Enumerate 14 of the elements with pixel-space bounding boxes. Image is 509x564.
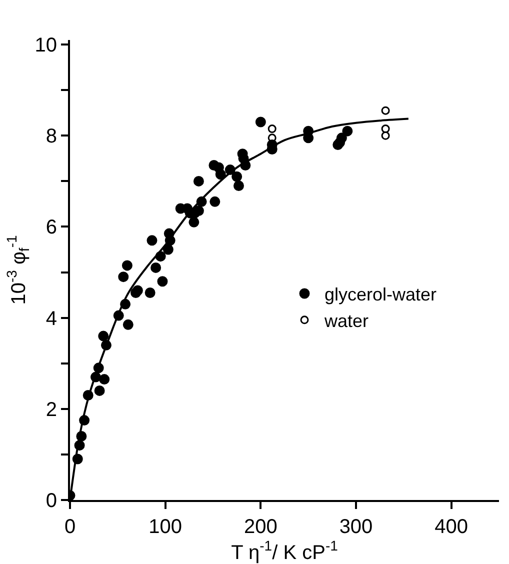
legend-label: water: [324, 310, 369, 331]
y-tick-label: 2: [46, 398, 57, 421]
x-tick-label: 0: [64, 516, 76, 538]
legend-label: glycerol-water: [324, 284, 437, 305]
y-tick-label: 8: [46, 126, 57, 148]
x-tick-label: 200: [244, 516, 278, 538]
x-axis-title: T η$^{-1}$/ K cP$^{-1}$: [231, 538, 338, 564]
x-tick-label: 300: [339, 516, 373, 538]
y-tick-label: 4: [46, 308, 57, 330]
y-tick-label: 6: [46, 216, 57, 239]
x-tick-label: 100: [148, 516, 182, 538]
x-tick-label: 400: [434, 516, 468, 538]
y-tick-label: 0: [46, 490, 57, 512]
y-tick-label: 10: [34, 34, 57, 57]
